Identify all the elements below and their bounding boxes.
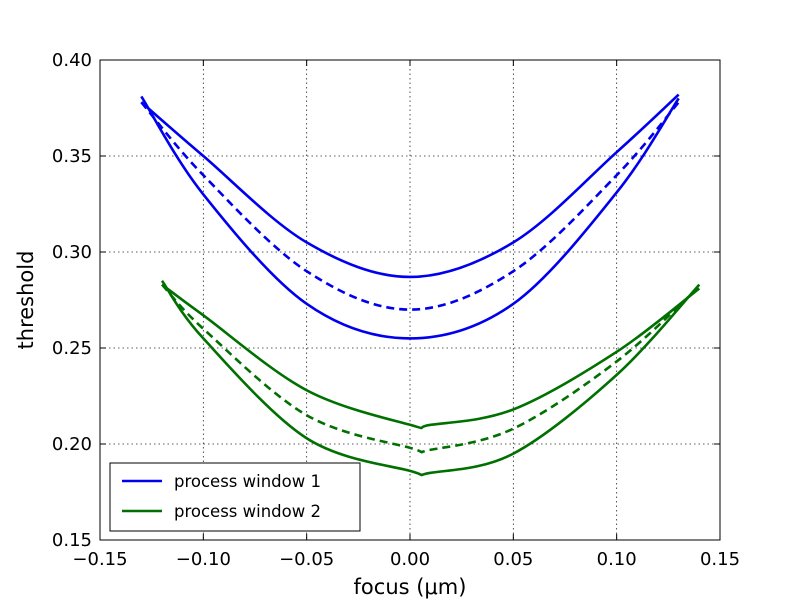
series-line-window-1-solid [140,93,680,279]
series-line-window-2-solid [160,280,701,477]
x-tick-label: 0.05 [493,549,533,570]
legend: process window 1 process window 2 [109,462,361,532]
x-tick-label: −0.15 [72,549,127,570]
axis-tick-labels: −0.15 −0.10 −0.05 0.00 0.05 0.10 0.15 0.15 0.20 0… [52,50,740,570]
series-line-window-2-dashed [161,283,701,454]
axis-ticks [99,59,721,541]
series-line-window-1-solid [140,95,680,340]
legend-box [109,462,361,532]
y-tick-label: 0.40 [52,50,92,71]
y-tick-label: 0.25 [52,338,92,359]
y-tick-label: 0.35 [52,146,92,167]
legend-label-process-window-2: process window 2 [174,502,321,521]
x-tick-label: −0.10 [176,549,231,570]
x-axis-title: focus (μm) [354,575,467,599]
y-tick-label: 0.15 [52,530,92,551]
y-tick-label: 0.30 [52,242,92,263]
y-tick-label: 0.20 [52,434,92,455]
x-tick-label: 0.00 [390,549,430,570]
x-tick-label: 0.15 [700,549,740,570]
series-layer [140,93,701,477]
series-line-window-2-solid [161,283,701,430]
legend-label-process-window-1: process window 1 [174,472,321,491]
y-axis-title: threshold [14,251,38,350]
x-tick-label: 0.10 [597,549,637,570]
series-line-window-1-dashed [140,101,680,311]
x-tick-label: −0.05 [279,549,334,570]
